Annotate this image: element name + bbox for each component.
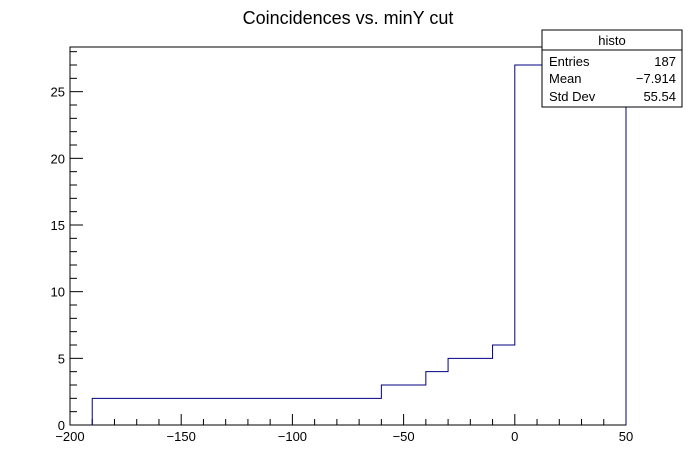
stats-stddev-label: Std Dev — [549, 89, 596, 104]
y-tick-label: 20 — [51, 151, 65, 166]
stats-entries-value: 187 — [654, 54, 676, 69]
stats-entries-label: Entries — [549, 54, 590, 69]
y-tick-label: 5 — [58, 351, 65, 366]
histogram-bin — [426, 372, 448, 425]
x-tick-label: 0 — [511, 429, 518, 444]
x-tick-label: −150 — [167, 429, 196, 444]
y-tick-label: 10 — [51, 285, 65, 300]
stats-stddev-value: 55.54 — [643, 89, 676, 104]
stats-mean-value: −7.914 — [636, 71, 676, 86]
axis-ticks — [69, 51, 627, 426]
x-tick-label: −200 — [55, 429, 84, 444]
stats-box-title: histo — [598, 33, 625, 48]
histogram-series — [91, 64, 627, 425]
x-tick-label: −50 — [393, 429, 415, 444]
histogram-outline — [91, 64, 627, 425]
histogram-bin — [448, 358, 492, 425]
stats-box: histo Entries 187 Mean −7.914 Std Dev 55… — [541, 29, 683, 108]
histogram-bin — [515, 65, 626, 425]
y-tick-label: 0 — [58, 418, 65, 433]
axis-tick-labels: −200 −150 −100 −50 0 50 0 5 10 15 20 25 — [51, 85, 634, 444]
chart-title: Coincidences vs. minY cut — [243, 8, 454, 28]
x-tick-label: −100 — [278, 429, 307, 444]
histogram-bin — [493, 345, 515, 425]
stats-mean-label: Mean — [549, 71, 582, 86]
y-tick-label: 25 — [51, 85, 65, 100]
histogram-bin — [92, 398, 381, 425]
stats-box-border — [541, 29, 683, 108]
y-tick-label: 15 — [51, 218, 65, 233]
x-tick-label: 50 — [619, 429, 633, 444]
